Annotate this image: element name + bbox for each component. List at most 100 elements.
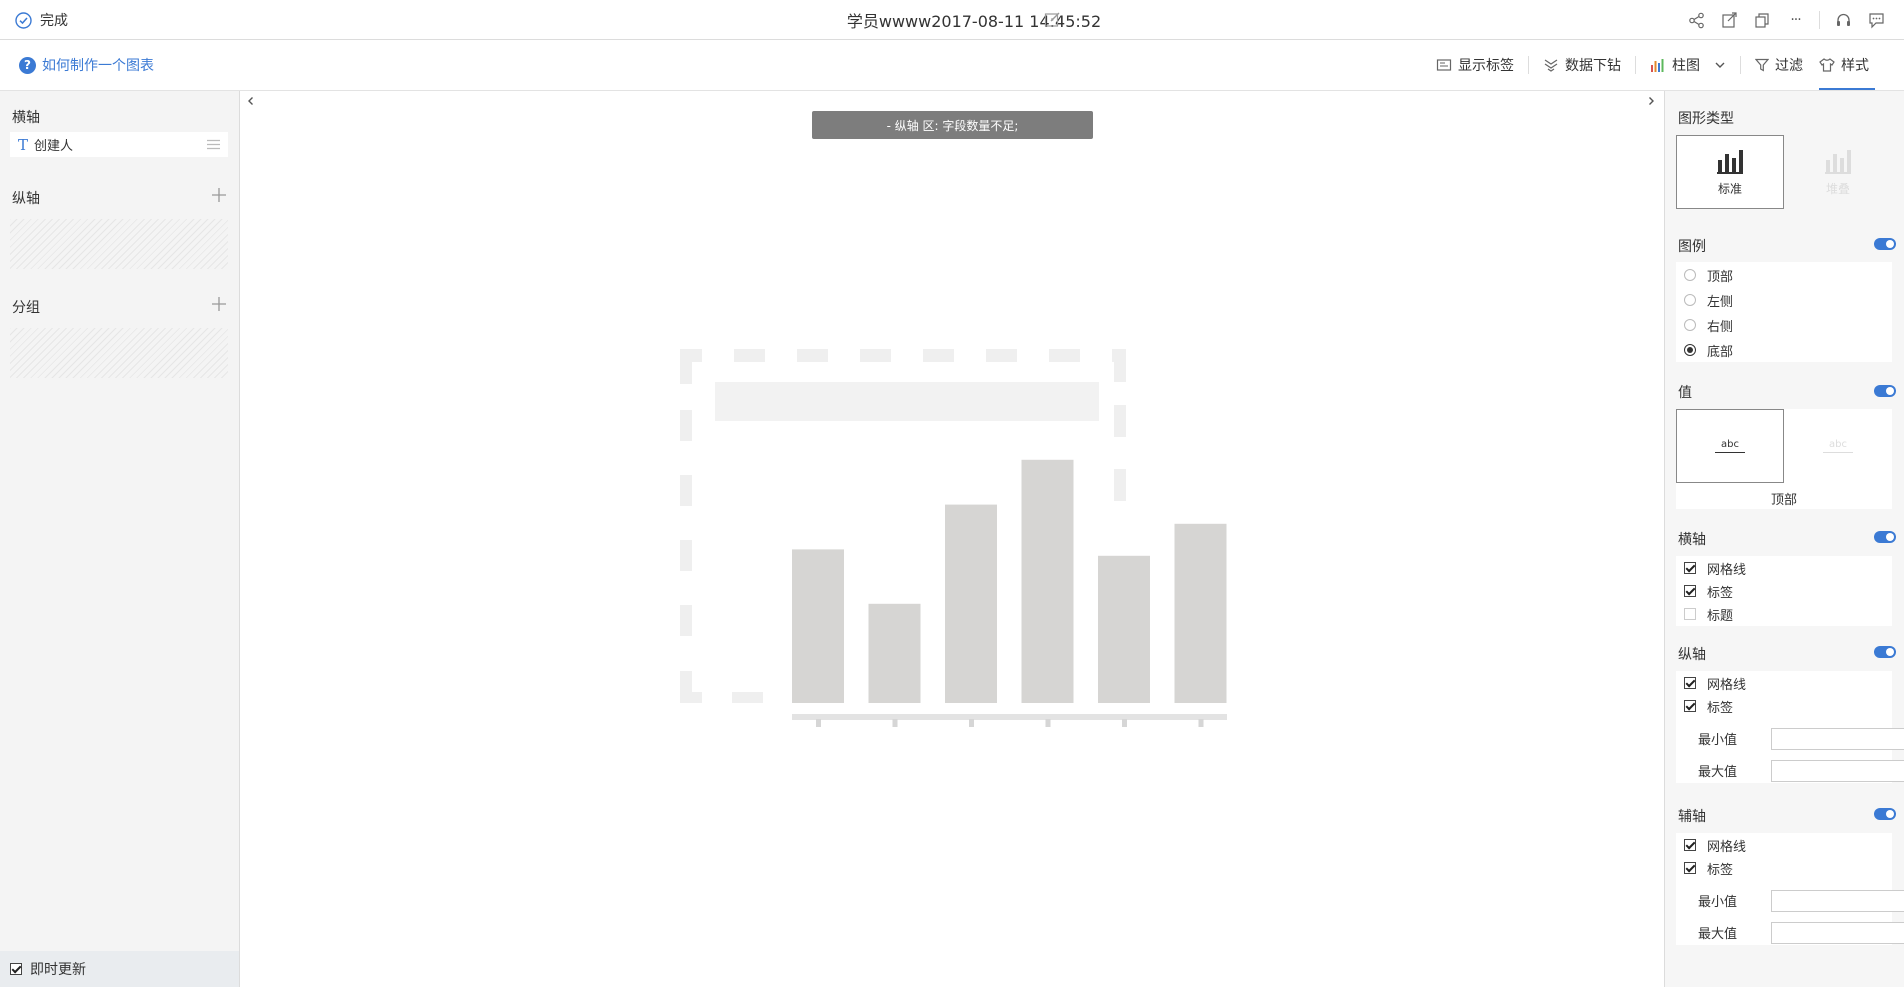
- instant-update-checkbox[interactable]: [10, 963, 22, 975]
- toolbar-separator: [1740, 56, 1741, 74]
- placeholder-tick: [1122, 719, 1127, 727]
- chart-type-dropdown[interactable]: 柱图: [1636, 40, 1740, 90]
- help-link[interactable]: ? 如何制作一个图表: [19, 40, 154, 90]
- top-separator: [1819, 11, 1820, 29]
- legend-option-top[interactable]: 顶部: [1684, 264, 1733, 286]
- style-panel: 图形类型 标准 堆叠 图例: [1664, 91, 1904, 987]
- legend-toggle[interactable]: [1874, 238, 1896, 250]
- x-axis-label-option[interactable]: 标签: [1684, 580, 1733, 602]
- chart-type-stacked-option[interactable]: 堆叠: [1784, 135, 1892, 209]
- chevron-down-icon: [1715, 62, 1725, 68]
- toolbar-separator: [1528, 56, 1529, 74]
- legend-option-left[interactable]: 左侧: [1684, 289, 1733, 311]
- y-axis-label-option[interactable]: 标签: [1684, 695, 1733, 717]
- copy-icon[interactable]: [1753, 11, 1772, 30]
- insufficient-fields-warning: - 纵轴 区: 字段数量不足;: [812, 111, 1093, 139]
- share-icon[interactable]: [1687, 11, 1706, 30]
- legend-option-right[interactable]: 右侧: [1684, 314, 1733, 336]
- aux-axis-label-option[interactable]: 标签: [1684, 857, 1733, 879]
- value-position-inside-option[interactable]: abc: [1784, 409, 1892, 483]
- text-type-icon: T: [18, 136, 28, 154]
- y-axis-max-input[interactable]: [1771, 760, 1904, 782]
- document-title[interactable]: 学员wwww2017-08-11 14:45:52: [846, 12, 1102, 31]
- stacked-bar-chart-icon: [1825, 149, 1851, 174]
- x-axis-gridline-option[interactable]: 网格线: [1684, 557, 1746, 579]
- chart-canvas: - 纵轴 区: 字段数量不足;: [240, 91, 1664, 987]
- aux-axis-max-input[interactable]: [1771, 922, 1904, 944]
- export-icon[interactable]: [1720, 11, 1739, 30]
- y-axis-drop-zone[interactable]: [10, 219, 228, 269]
- collapse-left-panel-icon[interactable]: [243, 93, 259, 109]
- placeholder-bars: [792, 459, 1227, 703]
- x-axis-field-chip[interactable]: T 创建人: [10, 132, 228, 157]
- edit-title-icon[interactable]: [1044, 11, 1061, 32]
- aux-axis-min-input[interactable]: [1771, 890, 1904, 912]
- value-toggle[interactable]: [1874, 385, 1896, 397]
- collapse-right-panel-icon[interactable]: [1643, 93, 1659, 109]
- y-axis-label-checkbox[interactable]: [1684, 700, 1696, 712]
- aux-axis-gridline-checkbox[interactable]: [1684, 839, 1696, 851]
- help-glyph: ?: [24, 58, 31, 72]
- placeholder-bar: [792, 549, 844, 703]
- help-icon: ?: [19, 56, 36, 74]
- y-axis-gridline-checkbox[interactable]: [1684, 677, 1696, 689]
- x-axis-title-option[interactable]: 标题: [1684, 603, 1733, 625]
- aux-axis-gridline-option[interactable]: 网格线: [1684, 834, 1746, 856]
- x-axis-title-checkbox[interactable]: [1684, 608, 1696, 620]
- shirt-icon: [1819, 58, 1835, 72]
- text-type-glyph: T: [18, 135, 29, 154]
- drag-handle-icon[interactable]: [207, 139, 220, 150]
- show-labels-label: 显示标签: [1458, 58, 1514, 74]
- filter-icon: [1755, 58, 1769, 72]
- field-panel: 横轴 T 创建人 纵轴 分组 即时更新: [0, 91, 240, 987]
- placeholder-tick: [1198, 719, 1204, 727]
- legend-radio-top[interactable]: [1684, 269, 1696, 281]
- more-icon[interactable]: ···: [1786, 11, 1805, 30]
- placeholder-tick: [816, 719, 821, 727]
- y-axis-gridline-option[interactable]: 网格线: [1684, 672, 1746, 694]
- show-labels-button[interactable]: 显示标签: [1422, 40, 1528, 90]
- top-bar: 完成 学员wwww2017-08-11 14:45:52: [0, 0, 1904, 40]
- bar-chart-icon: [1717, 149, 1743, 174]
- aux-axis-label-checkbox[interactable]: [1684, 862, 1696, 874]
- style-label: 样式: [1841, 58, 1869, 74]
- legend-radio-bottom[interactable]: [1684, 344, 1696, 356]
- x-axis-toggle[interactable]: [1874, 531, 1896, 543]
- chart-type-standard-label: 标准: [1717, 181, 1742, 196]
- placeholder-bar: [1098, 555, 1150, 703]
- legend-radio-right[interactable]: [1684, 319, 1696, 331]
- add-y-field-icon[interactable]: [211, 187, 227, 203]
- value-position-top-option[interactable]: abc: [1676, 409, 1784, 483]
- message-icon[interactable]: [1867, 11, 1886, 30]
- toolbar-separator: [1635, 56, 1636, 74]
- filter-button[interactable]: 过滤: [1741, 40, 1811, 90]
- y-axis-option-label: 网格线: [1707, 677, 1747, 693]
- legend-radio-left[interactable]: [1684, 294, 1696, 306]
- placeholder-tick: [969, 719, 974, 727]
- style-tab[interactable]: 样式: [1811, 40, 1883, 90]
- legend-option-bottom[interactable]: 底部: [1684, 339, 1733, 361]
- filter-label: 过滤: [1775, 58, 1803, 74]
- y-axis-max-label: 最大值: [1698, 764, 1738, 780]
- label-icon: [1436, 59, 1452, 71]
- done-button[interactable]: 完成: [15, 0, 68, 40]
- x-axis-label-checkbox[interactable]: [1684, 585, 1696, 597]
- chart-type-standard-option[interactable]: 标准: [1676, 135, 1784, 209]
- placeholder-bar: [1174, 523, 1227, 703]
- chart-toolbar: ? 如何制作一个图表 显示标签 数据下钻 柱图: [0, 40, 1904, 91]
- aux-axis-toggle[interactable]: [1874, 808, 1896, 820]
- placeholder-axis: [792, 714, 1227, 720]
- y-axis-toggle[interactable]: [1874, 646, 1896, 658]
- instant-update-toggle[interactable]: 即时更新: [0, 951, 239, 987]
- group-drop-zone[interactable]: [10, 328, 228, 378]
- placeholder-bar: [945, 504, 997, 703]
- add-group-field-icon[interactable]: [211, 296, 227, 312]
- drilldown-button[interactable]: 数据下钻: [1529, 40, 1635, 90]
- x-axis-gridline-checkbox[interactable]: [1684, 562, 1696, 574]
- legend-option-label: 顶部: [1707, 269, 1734, 285]
- support-icon[interactable]: [1834, 11, 1853, 30]
- x-axis-settings-title: 横轴: [1678, 532, 1706, 548]
- x-axis-option-label: 网格线: [1707, 562, 1747, 578]
- y-axis-min-input[interactable]: [1771, 728, 1904, 750]
- y-axis-settings-title: 纵轴: [1678, 647, 1706, 663]
